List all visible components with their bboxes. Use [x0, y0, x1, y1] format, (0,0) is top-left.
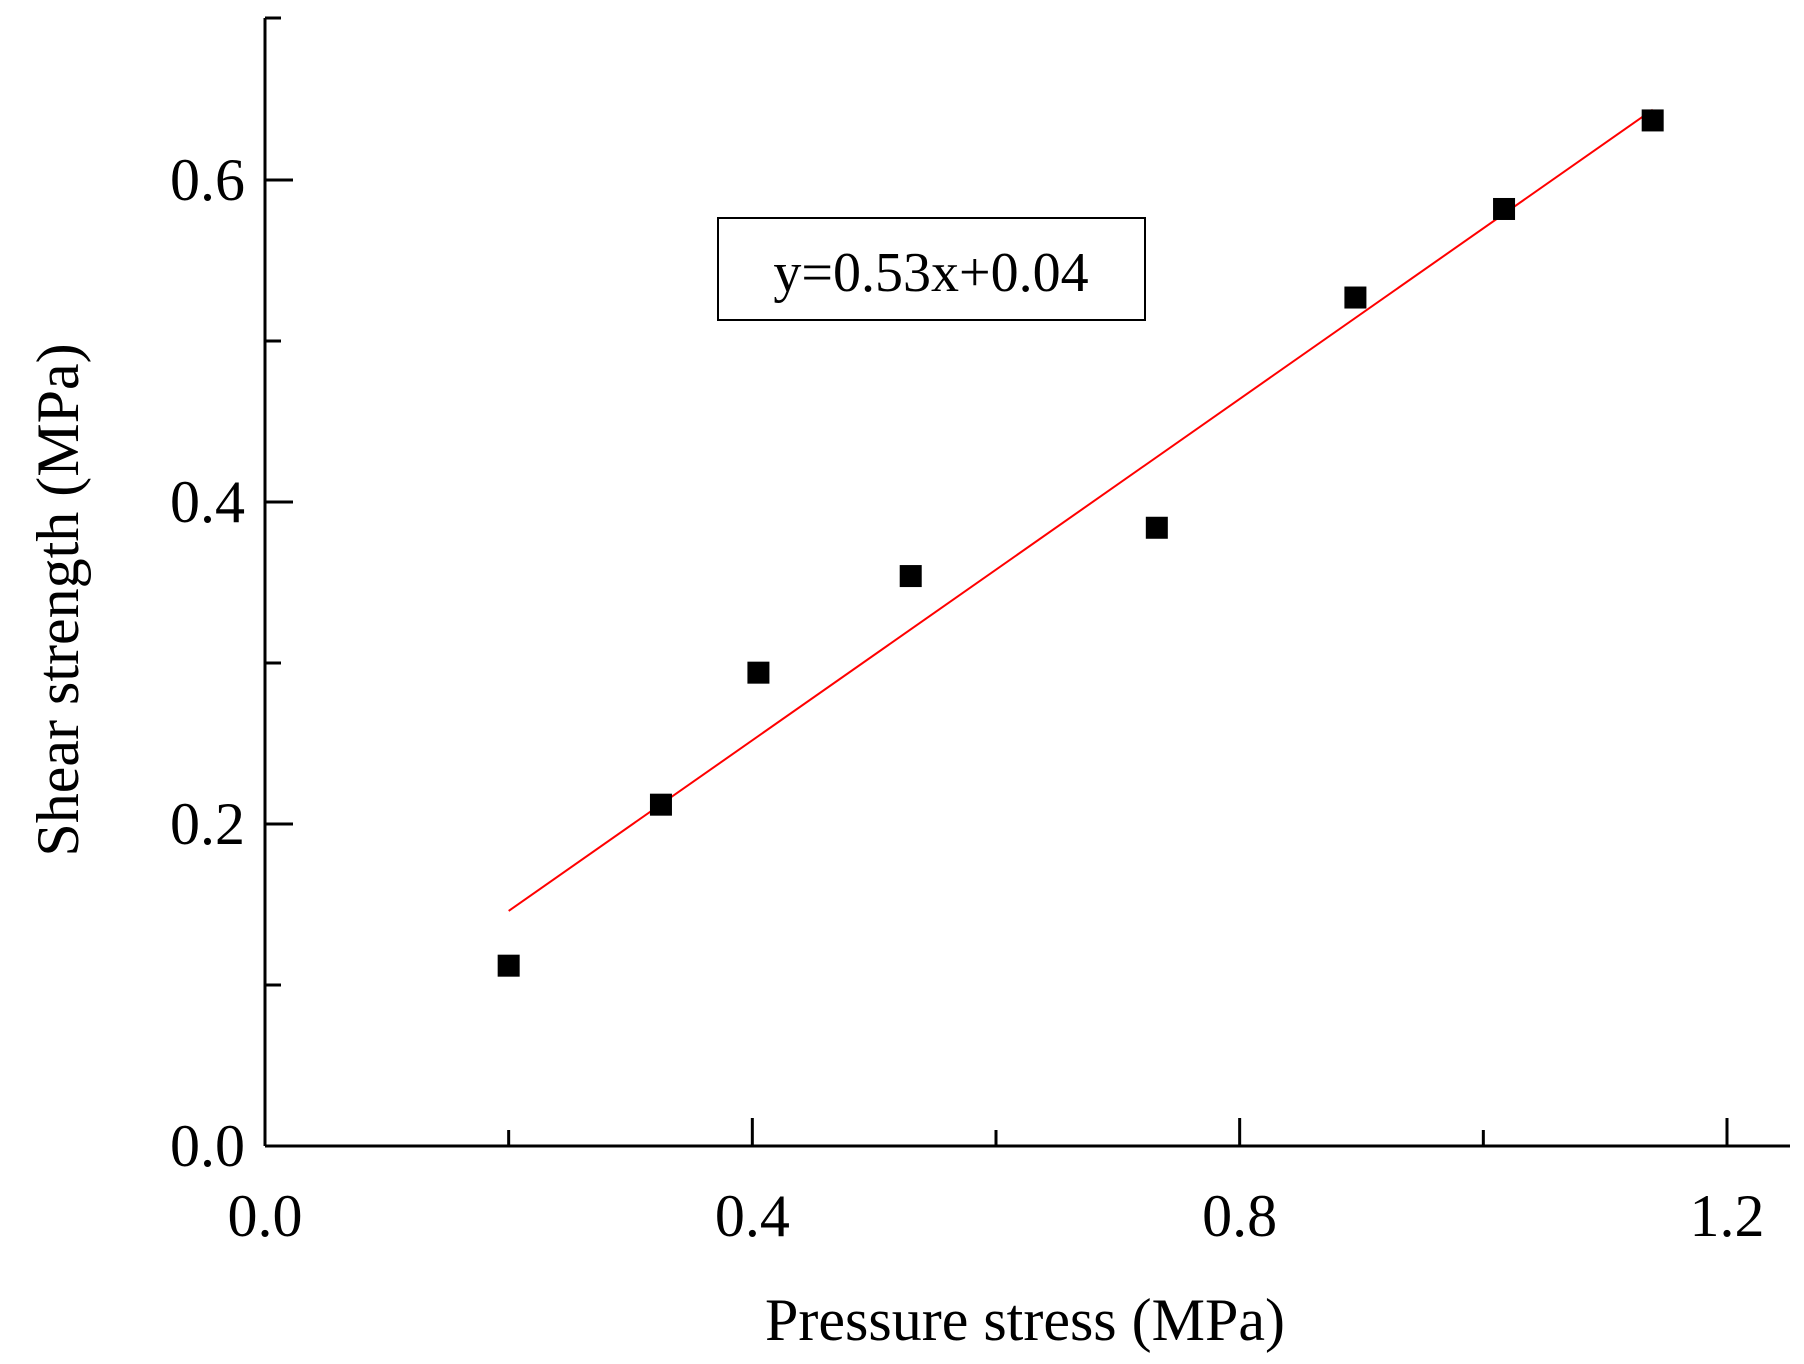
x-tick-label: 1.2	[1690, 1183, 1765, 1249]
equation-text: y=0.53x+0.04	[773, 242, 1088, 304]
y-tick-label: 0.6	[170, 147, 245, 213]
data-point	[1145, 516, 1168, 539]
data-point	[1641, 109, 1664, 132]
y-axis-title: Shear strength (MPa)	[25, 343, 91, 856]
axes	[263, 18, 1790, 1148]
data-point	[1344, 286, 1367, 309]
fit-line-group	[508, 108, 1654, 912]
data-point	[899, 565, 922, 588]
x-axis-title: Pressure stress (MPa)	[765, 1287, 1285, 1353]
y-tick-label: 0.0	[170, 1113, 245, 1179]
x-tick-label: 0.4	[715, 1183, 790, 1249]
y-tick-label: 0.4	[170, 469, 245, 535]
ticks: 0.0 0.4 0.8 1.2 0.0 0.2 0.4 0.6	[170, 16, 1765, 1249]
equation-annotation: y=0.53x+0.04	[717, 217, 1146, 321]
data-point	[1493, 197, 1516, 220]
data-point	[649, 793, 672, 816]
data-points	[497, 109, 1664, 977]
data-point	[497, 954, 520, 977]
fit-line	[508, 108, 1654, 912]
x-tick-label: 0.8	[1202, 1183, 1277, 1249]
y-tick-label: 0.2	[170, 791, 245, 857]
x-tick-label: 0.0	[228, 1183, 303, 1249]
data-point	[747, 661, 770, 684]
equation-box	[717, 217, 1146, 321]
